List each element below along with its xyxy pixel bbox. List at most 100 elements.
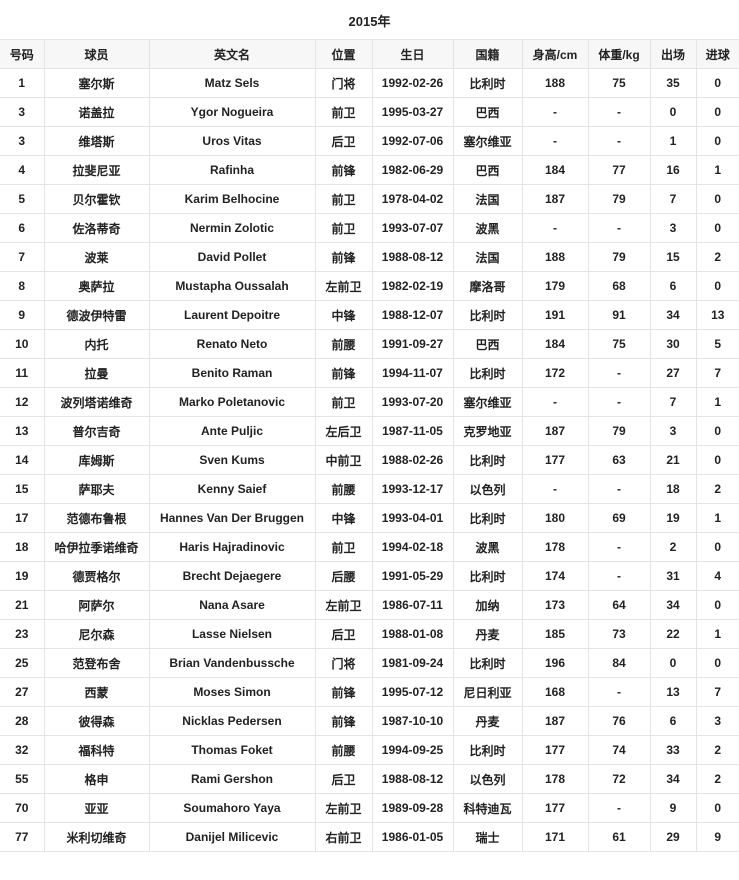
cell-birthday: 1982-02-19 xyxy=(372,271,454,301)
cell-player: 塞尔斯 xyxy=(44,68,150,98)
table-row: 5 贝尔霍钦 Karim Belhocine 前卫 1978-04-02 法国 187 79 7… xyxy=(0,184,739,214)
table-row: 14 库姆斯 Sven Kums 中前卫 1988-02-26 比利时 177 63 21 0 xyxy=(0,445,739,475)
cell-weight: 91 xyxy=(588,300,651,330)
cell-height: 177 xyxy=(522,735,589,765)
cell-player: 米利切维奇 xyxy=(44,822,150,852)
table-row: 55 格申 Rami Gershon 后卫 1988-08-12 以色列 178 72 34 2 xyxy=(0,764,739,794)
cell-appearances: 22 xyxy=(650,619,697,649)
header-goals[interactable]: 进球 xyxy=(696,39,739,69)
cell-birthday: 1991-09-27 xyxy=(372,329,454,359)
cell-goals: 0 xyxy=(696,68,739,98)
cell-height: 188 xyxy=(522,68,589,98)
cell-height: 177 xyxy=(522,793,589,823)
cell-goals: 0 xyxy=(696,590,739,620)
table-row: 21 阿萨尔 Nana Asare 左前卫 1986-07-11 加纳 173 64 34 0 xyxy=(0,590,739,620)
cell-goals: 2 xyxy=(696,242,739,272)
cell-appearances: 18 xyxy=(650,474,697,504)
cell-goals: 0 xyxy=(696,184,739,214)
cell-english-name: Thomas Foket xyxy=(149,735,316,765)
cell-appearances: 34 xyxy=(650,764,697,794)
cell-weight: 61 xyxy=(588,822,651,852)
cell-position: 左前卫 xyxy=(315,793,373,823)
cell-goals: 0 xyxy=(696,126,739,156)
cell-number: 32 xyxy=(0,735,45,765)
cell-nationality: 丹麦 xyxy=(453,619,523,649)
cell-weight: 72 xyxy=(588,764,651,794)
cell-player: 内托 xyxy=(44,329,150,359)
cell-player: 贝尔霍钦 xyxy=(44,184,150,214)
cell-number: 7 xyxy=(0,242,45,272)
cell-nationality: 以色列 xyxy=(453,474,523,504)
cell-nationality: 科特迪瓦 xyxy=(453,793,523,823)
table-row: 12 波列塔诺维奇 Marko Poletanovic 前卫 1993-07-20 塞尔维… xyxy=(0,387,739,417)
table-title: 2015年 xyxy=(348,14,391,29)
cell-birthday: 1987-11-05 xyxy=(372,416,454,446)
cell-goals: 1 xyxy=(696,155,739,185)
table-row: 9 德波伊特雷 Laurent Depoitre 中锋 1988-12-07 比利时 191… xyxy=(0,300,739,330)
cell-position: 前腰 xyxy=(315,735,373,765)
table-row: 13 普尔吉奇 Ante Puljic 左后卫 1987-11-05 克罗地亚 187 79 3… xyxy=(0,416,739,446)
cell-weight: 73 xyxy=(588,619,651,649)
cell-goals: 13 xyxy=(696,300,739,330)
header-position[interactable]: 位置 xyxy=(315,39,373,69)
cell-english-name: Soumahoro Yaya xyxy=(149,793,316,823)
cell-english-name: Uros Vitas xyxy=(149,126,316,156)
cell-height: - xyxy=(522,387,589,417)
cell-goals: 0 xyxy=(696,648,739,678)
cell-position: 中锋 xyxy=(315,300,373,330)
cell-nationality: 塞尔维亚 xyxy=(453,387,523,417)
header-nationality[interactable]: 国籍 xyxy=(453,39,523,69)
cell-weight: - xyxy=(588,126,651,156)
cell-weight: 79 xyxy=(588,184,651,214)
cell-birthday: 1982-06-29 xyxy=(372,155,454,185)
table-row: 15 萨耶夫 Kenny Saief 前腰 1993-12-17 以色列 - -18 2 xyxy=(0,474,739,504)
cell-nationality: 丹麦 xyxy=(453,706,523,736)
cell-goals: 1 xyxy=(696,503,739,533)
cell-goals: 2 xyxy=(696,474,739,504)
header-player[interactable]: 球员 xyxy=(44,39,150,69)
cell-height: 173 xyxy=(522,590,589,620)
cell-position: 后卫 xyxy=(315,126,373,156)
cell-birthday: 1993-07-07 xyxy=(372,213,454,243)
cell-height: 180 xyxy=(522,503,589,533)
cell-height: 184 xyxy=(522,155,589,185)
cell-position: 前腰 xyxy=(315,329,373,359)
cell-nationality: 比利时 xyxy=(453,300,523,330)
cell-english-name: Matz Sels xyxy=(149,68,316,98)
cell-goals: 2 xyxy=(696,764,739,794)
header-height[interactable]: 身高/cm xyxy=(522,39,589,69)
cell-number: 21 xyxy=(0,590,45,620)
cell-number: 12 xyxy=(0,387,45,417)
cell-english-name: Rami Gershon xyxy=(149,764,316,794)
header-birthday[interactable]: 生日 xyxy=(372,39,454,69)
cell-appearances: 1 xyxy=(650,126,697,156)
cell-weight: - xyxy=(588,358,651,388)
cell-english-name: Kenny Saief xyxy=(149,474,316,504)
cell-weight: - xyxy=(588,561,651,591)
header-weight[interactable]: 体重/kg xyxy=(588,39,651,69)
cell-appearances: 30 xyxy=(650,329,697,359)
cell-goals: 1 xyxy=(696,387,739,417)
cell-position: 门将 xyxy=(315,648,373,678)
cell-position: 前锋 xyxy=(315,677,373,707)
table-row: 23 尼尔森 Lasse Nielsen 后卫 1988-01-08 丹麦 185 73 22 1 xyxy=(0,619,739,649)
cell-nationality: 法国 xyxy=(453,184,523,214)
cell-position: 左前卫 xyxy=(315,590,373,620)
header-number[interactable]: 号码 xyxy=(0,39,45,69)
cell-birthday: 1995-07-12 xyxy=(372,677,454,707)
cell-appearances: 31 xyxy=(650,561,697,591)
cell-height: 178 xyxy=(522,532,589,562)
cell-position: 门将 xyxy=(315,68,373,98)
cell-number: 14 xyxy=(0,445,45,475)
cell-appearances: 3 xyxy=(650,213,697,243)
cell-weight: 77 xyxy=(588,155,651,185)
cell-nationality: 波黑 xyxy=(453,213,523,243)
header-english-name[interactable]: 英文名 xyxy=(149,39,316,69)
cell-height: - xyxy=(522,126,589,156)
cell-player: 波莱 xyxy=(44,242,150,272)
header-appearances[interactable]: 出场 xyxy=(650,39,697,69)
cell-height: 179 xyxy=(522,271,589,301)
cell-player: 尼尔森 xyxy=(44,619,150,649)
cell-goals: 7 xyxy=(696,677,739,707)
cell-english-name: Renato Neto xyxy=(149,329,316,359)
